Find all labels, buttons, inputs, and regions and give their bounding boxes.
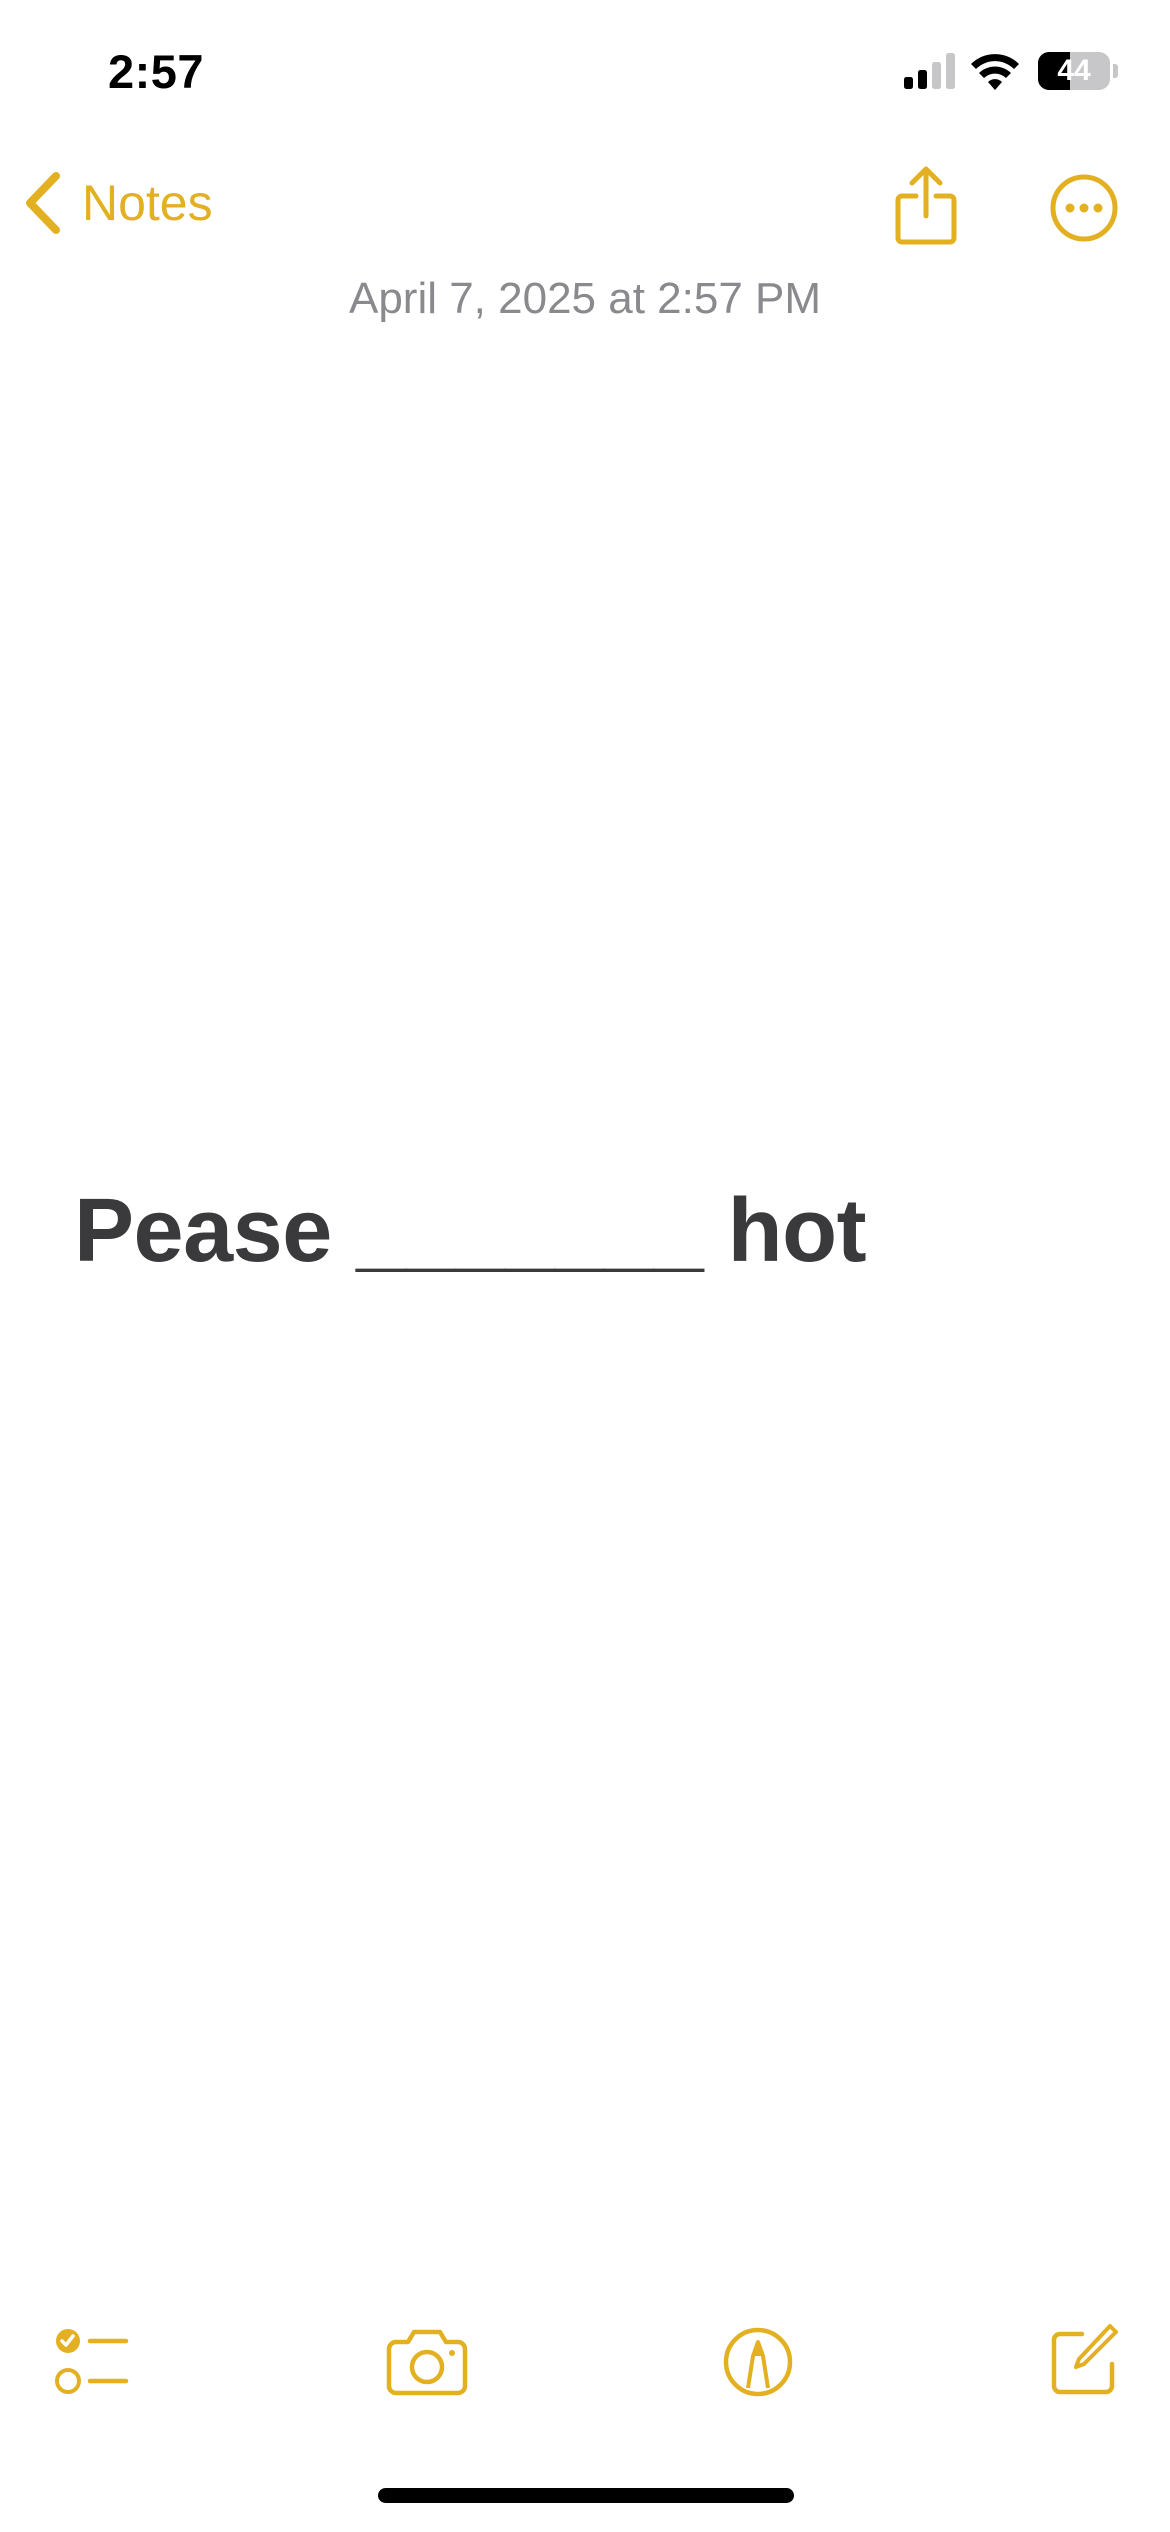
- status-icons: 44: [904, 52, 1118, 90]
- note-body-text[interactable]: Pease _______ hot: [74, 1181, 867, 1281]
- back-label: Notes: [82, 175, 213, 231]
- chevron-left-icon: [26, 172, 60, 234]
- status-time: 2:57: [108, 45, 205, 98]
- wifi-icon: [971, 54, 1019, 90]
- back-button[interactable]: Notes: [24, 172, 213, 234]
- compose-icon[interactable]: [1050, 2322, 1120, 2396]
- battery-fill: [1038, 52, 1070, 90]
- battery-icon: 44: [1038, 52, 1110, 90]
- note-date: April 7, 2025 at 2:57 PM: [348, 274, 822, 323]
- ellipsis-circle-icon[interactable]: [1050, 174, 1118, 242]
- markup-icon[interactable]: [722, 2326, 794, 2398]
- share-icon[interactable]: [894, 166, 958, 246]
- home-indicator[interactable]: [378, 2488, 794, 2503]
- checklist-icon[interactable]: [54, 2328, 130, 2396]
- battery-cap: [1113, 64, 1118, 78]
- cellular-signal-icon: [904, 53, 955, 89]
- camera-icon[interactable]: [386, 2328, 468, 2396]
- battery-level: 44: [1057, 54, 1091, 87]
